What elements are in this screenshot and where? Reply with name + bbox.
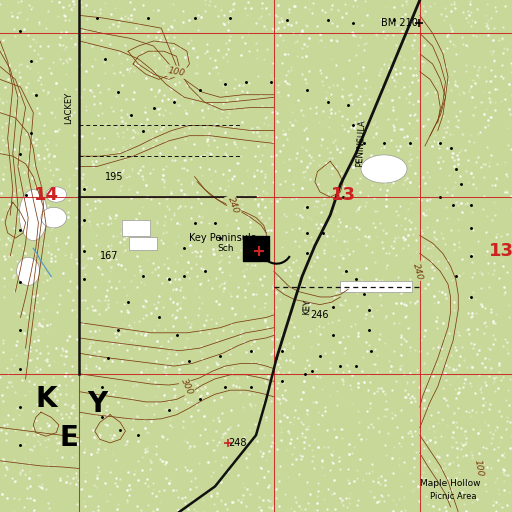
Text: 13: 13 (489, 242, 512, 260)
Text: 246: 246 (310, 310, 328, 320)
FancyBboxPatch shape (243, 236, 269, 261)
Text: E: E (60, 424, 78, 452)
Bar (340, 281, 412, 292)
Text: 300: 300 (179, 377, 195, 396)
Text: BM 210: BM 210 (381, 18, 418, 28)
Text: 240: 240 (411, 262, 424, 281)
Ellipse shape (19, 189, 48, 241)
Text: LACKEY: LACKEY (65, 92, 74, 123)
Text: 240: 240 (226, 195, 240, 215)
Text: K: K (35, 386, 57, 413)
Text: 100: 100 (167, 66, 186, 78)
Text: 195: 195 (105, 172, 123, 182)
Text: Sch: Sch (217, 244, 233, 253)
Text: Picnic Area: Picnic Area (430, 492, 476, 501)
Text: 248: 248 (228, 438, 246, 448)
Ellipse shape (41, 207, 67, 228)
Text: 167: 167 (100, 251, 118, 261)
Ellipse shape (46, 187, 67, 202)
Text: PENINSULA: PENINSULA (355, 119, 367, 167)
Bar (122, 220, 150, 236)
Text: 14: 14 (34, 185, 58, 204)
Text: 100: 100 (473, 459, 485, 478)
Text: KEY: KEY (302, 299, 312, 315)
Ellipse shape (16, 257, 40, 286)
Bar (129, 237, 158, 249)
Text: Maple Hollow: Maple Hollow (420, 479, 481, 488)
Ellipse shape (361, 155, 407, 183)
Text: Y: Y (87, 391, 108, 418)
Text: Key Peninsula: Key Peninsula (189, 233, 257, 243)
Text: 13: 13 (331, 185, 355, 204)
